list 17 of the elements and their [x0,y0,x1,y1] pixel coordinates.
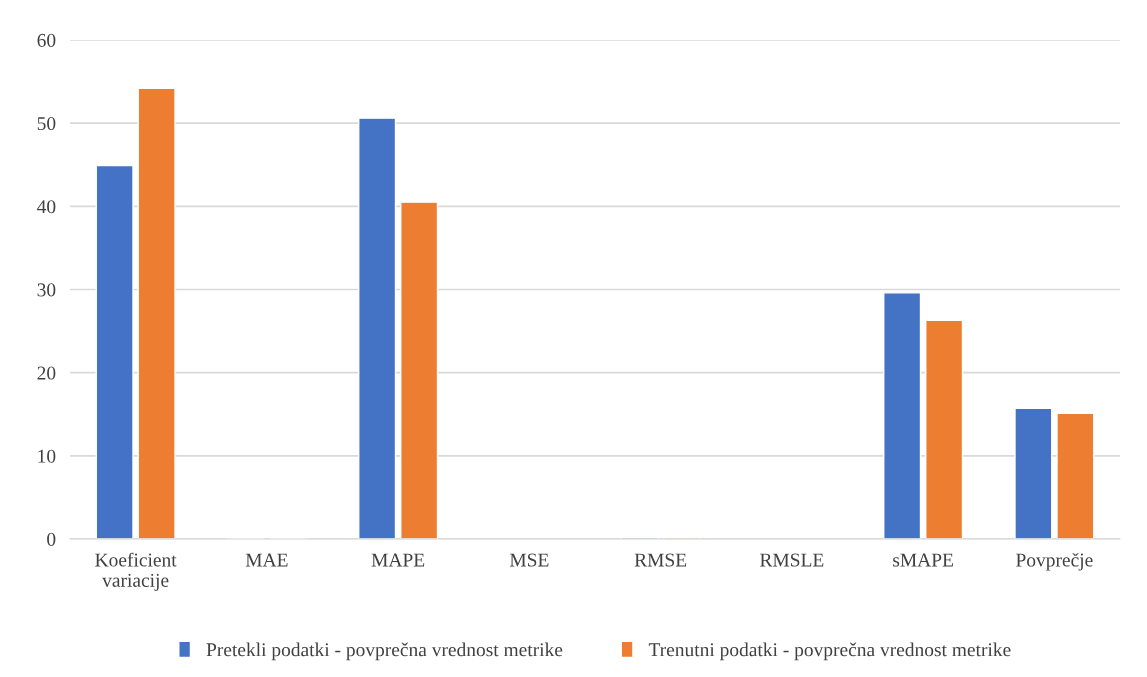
y-tick-label: 20 [37,366,56,380]
y-tick-label: 60 [37,33,56,47]
x-tick-label: RMSE [634,553,687,567]
y-tick-label: 0 [47,532,56,546]
x-tick-label: MAPE [371,553,425,567]
x-tick-label: MAE [245,553,288,567]
y-tick-label: 50 [37,116,56,131]
x-tick-label: MSE [509,553,549,567]
x-tick-label: RMSLE [760,553,824,567]
legend-label: Trenutni podatki - povprečna vrednost metrike [648,642,1011,661]
x-tick-label: sMAPE [893,553,953,567]
y-tick-label: 10 [38,449,56,463]
y-tick-label: 40 [37,200,56,214]
y-tick-label: 30 [37,283,56,297]
x-tick-label: Koeficient variacije [95,552,177,591]
legend-label: Pretekli podatki - povprečna vrednost metrike [206,642,563,661]
x-tick-label: Povprečje [1016,552,1093,571]
